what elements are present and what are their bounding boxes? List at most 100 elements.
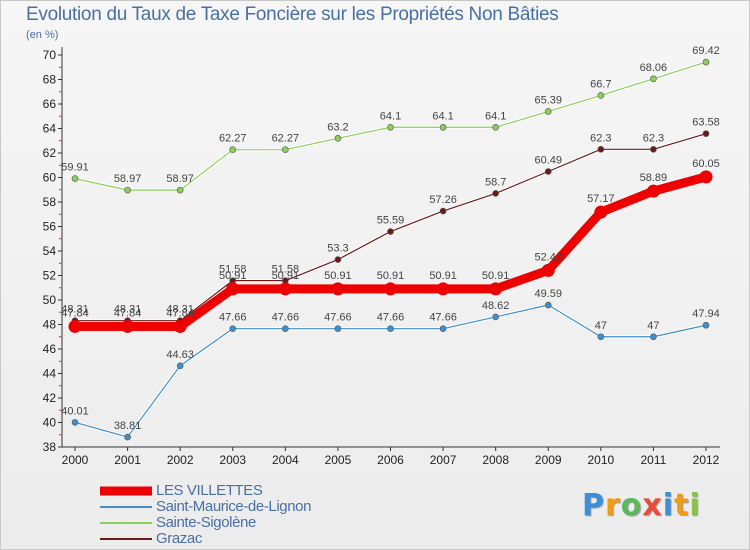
data-point — [702, 321, 710, 329]
data-point — [331, 282, 345, 296]
data-label: 48.31 — [166, 304, 194, 316]
data-point — [71, 419, 79, 426]
data-point — [439, 207, 447, 215]
data-point — [71, 175, 79, 182]
data-label: 57.26 — [429, 194, 457, 206]
x-tick-label: 2002 — [167, 453, 194, 467]
chart-title: Evolution du Taux de Taxe Foncière sur l… — [26, 4, 559, 25]
data-label: 47.66 — [272, 312, 300, 324]
legend-item-saint-maurice-de-lignon: Saint-Maurice-de-Lignon — [100, 499, 311, 515]
data-point — [650, 333, 657, 341]
data-point — [68, 319, 82, 333]
axes: 38 40 42 44 46 48 50 52 54 56 58 60 62 64 66 68 70 2000 20… — [43, 47, 720, 467]
data-label: 64.1 — [432, 110, 453, 122]
series-les-villettes — [68, 170, 713, 333]
data-label: 50.91 — [219, 270, 247, 282]
x-tick-label: 2004 — [272, 453, 299, 467]
legend-item-sainte-sigolene: Sainte-Sigolène — [100, 515, 311, 531]
data-point — [597, 146, 605, 153]
data-point — [387, 123, 394, 131]
data-point — [492, 190, 499, 197]
data-label: 44.63 — [166, 349, 194, 361]
legend-label: Sainte-Sigolène — [156, 514, 256, 531]
data-label: 65.39 — [534, 94, 562, 106]
data-label: 55.59 — [377, 215, 405, 227]
data-point — [489, 282, 503, 296]
data-label: 62.27 — [219, 133, 247, 145]
y-tick-label: 50 — [43, 293, 57, 307]
x-tick-label: 2009 — [535, 453, 562, 467]
data-label: 64.1 — [380, 110, 401, 122]
logo-letter: r — [605, 488, 621, 523]
logo-letter: i — [662, 488, 675, 523]
data-label: 47.66 — [219, 312, 247, 324]
data-label: 40.01 — [61, 405, 89, 417]
data-point — [544, 301, 552, 309]
data-label: 48.31 — [61, 304, 89, 316]
data-label: 49.59 — [534, 288, 562, 300]
data-point — [387, 325, 394, 332]
legend-swatch — [100, 506, 152, 508]
data-label: 47.84 — [61, 307, 89, 319]
x-tick-label: 2005 — [325, 453, 352, 467]
data-point — [597, 333, 605, 341]
series-layer — [68, 58, 713, 441]
data-point — [650, 146, 657, 153]
x-tick-label: 2000 — [62, 453, 89, 467]
data-label: 59.91 — [61, 162, 89, 174]
data-label: 38.81 — [114, 420, 142, 432]
data-label: 66.7 — [590, 78, 611, 90]
data-label: 48.62 — [482, 300, 510, 312]
data-label: 58.97 — [114, 173, 142, 185]
y-tick-label: 44 — [43, 367, 57, 381]
data-point — [173, 319, 187, 333]
x-tick-label: 2012 — [693, 453, 720, 467]
legend-swatch — [100, 538, 152, 540]
x-tick-label: 2001 — [114, 453, 141, 467]
data-point — [439, 123, 447, 131]
data-label: 47.84 — [166, 307, 194, 319]
data-point — [176, 362, 184, 370]
y-tick-label: 38 — [43, 440, 57, 454]
data-label: 47.66 — [429, 312, 457, 324]
data-point — [699, 170, 713, 184]
data-label: 47 — [647, 320, 659, 332]
data-label: 50.91 — [482, 270, 510, 282]
data-point — [124, 433, 131, 441]
data-label: 48.31 — [114, 304, 142, 316]
data-label: 63.58 — [692, 117, 720, 129]
data-label: 50.91 — [429, 270, 457, 282]
y-tick-label: 42 — [43, 391, 57, 405]
y-tick-label: 64 — [43, 122, 57, 136]
data-point — [646, 184, 660, 198]
data-label: 64.1 — [485, 110, 506, 122]
data-label: 51.58 — [219, 264, 247, 276]
data-point — [650, 75, 657, 83]
y-tick-label: 60 — [43, 171, 57, 185]
y-tick-label: 40 — [43, 416, 57, 430]
data-label: 62.27 — [272, 133, 300, 145]
data-point — [594, 205, 608, 219]
data-point — [544, 168, 552, 175]
data-point — [541, 263, 555, 277]
data-label: 58.7 — [485, 176, 506, 188]
data-point — [121, 319, 135, 333]
x-tick-label: 2007 — [430, 453, 457, 467]
data-point — [334, 135, 342, 142]
y-tick-label: 48 — [43, 318, 57, 332]
data-label: 57.17 — [587, 193, 615, 205]
data-point — [282, 325, 289, 332]
data-label: 53.3 — [327, 243, 348, 255]
y-tick-label: 66 — [43, 97, 57, 111]
logo-letter: P — [582, 488, 605, 523]
y-tick-label: 56 — [43, 220, 57, 234]
proxiti-logo: Proxiti — [582, 488, 701, 523]
data-label: 47.94 — [692, 308, 720, 320]
legend-item-grazac: Grazac — [100, 531, 311, 547]
y-tick-label: 70 — [43, 48, 57, 62]
data-point — [226, 282, 240, 296]
data-label: 52.42 — [534, 251, 562, 263]
data-label: 62.3 — [590, 132, 611, 144]
